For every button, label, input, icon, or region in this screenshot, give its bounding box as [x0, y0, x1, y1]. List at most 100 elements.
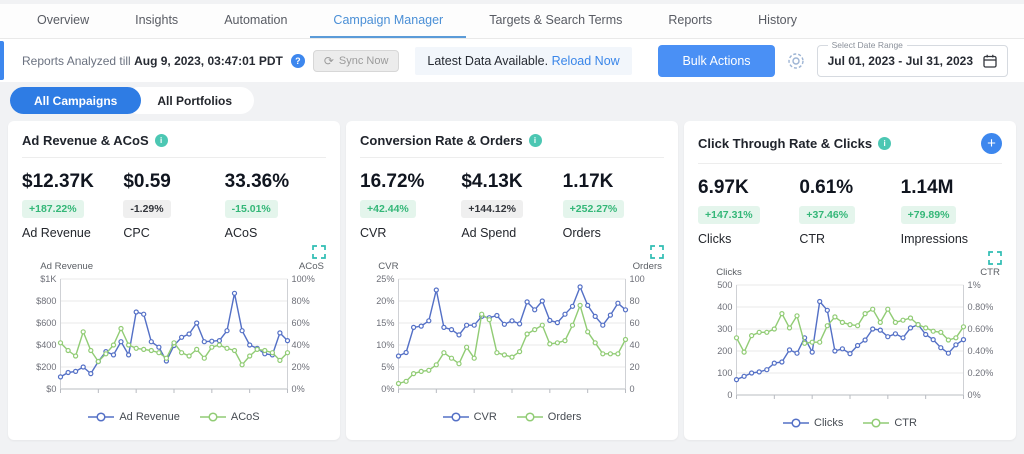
legend-item-acos[interactable]: ACoS: [199, 411, 260, 423]
svg-text:$200: $200: [36, 362, 56, 372]
expand-row: [22, 245, 326, 259]
help-icon[interactable]: ?: [290, 53, 305, 68]
accent-bar: [0, 41, 4, 80]
chart-legend: Ad Revenue ACoS: [22, 411, 326, 423]
date-range-value: Jul 01, 2023 - Jul 31, 2023: [827, 53, 973, 68]
stat-acos: 33.36% -15.01% ACoS: [224, 171, 326, 240]
stat-label: CTR: [799, 232, 826, 246]
stat-cpc: $0.59 -1.29% CPC: [123, 171, 224, 240]
legend-item-cvr[interactable]: CVR: [442, 411, 497, 423]
svg-text:100%: 100%: [292, 274, 315, 284]
sync-icon: ⟳: [323, 53, 334, 68]
sync-now-button[interactable]: ⟳ Sync Now: [312, 49, 400, 72]
svg-text:0%: 0%: [292, 384, 305, 394]
stat-value: 0.61%: [799, 177, 854, 198]
stat-ad-revenue: $12.37K +187.22% Ad Revenue: [22, 171, 123, 240]
stat-value: $0.59: [123, 171, 171, 192]
card-header: Conversion Rate & Orders i: [360, 133, 664, 158]
legend-item-orders[interactable]: Orders: [516, 411, 582, 423]
svg-text:$0: $0: [46, 384, 56, 394]
expand-chart-icon[interactable]: [312, 245, 326, 259]
latest-data-banner: Latest Data Available. Reload Now: [415, 46, 632, 75]
tab-targets-search-terms[interactable]: Targets & Search Terms: [489, 13, 623, 27]
card-title: Ad Revenue & ACoS: [22, 133, 149, 148]
tab-history[interactable]: History: [758, 13, 798, 27]
expand-chart-icon[interactable]: [650, 245, 664, 259]
reload-now-link[interactable]: Reload Now: [551, 53, 620, 68]
top-nav: Overview Insights Automation Campaign Manag…: [0, 4, 1024, 39]
reports-analyzed-date: Aug 9, 2023, 03:47:01 PDT: [134, 53, 283, 68]
info-icon[interactable]: i: [528, 134, 542, 147]
svg-text:0.20%: 0.20%: [968, 368, 994, 378]
stat-ctr: 0.61% +37.46% CTR: [799, 177, 900, 246]
expand-chart-icon[interactable]: [988, 251, 1002, 265]
chart-cvr-orders: CVR Orders 25% 100 20% 80 15% 60 10% 40 5% 20 0% 0: [376, 261, 663, 394]
stat-label: ACoS: [224, 226, 258, 240]
svg-text:0: 0: [727, 390, 732, 400]
svg-text:10%: 10%: [376, 340, 394, 350]
legend-item-ad-revenue[interactable]: Ad Revenue: [88, 411, 180, 423]
stats-row: 6.97K +147.31% Clicks 0.61% +37.46% CTR 1.14M +…: [698, 177, 1002, 246]
legend-marker-icon: [442, 412, 469, 422]
tab-insights[interactable]: Insights: [135, 13, 179, 27]
svg-text:300: 300: [717, 324, 732, 334]
svg-text:Orders: Orders: [633, 261, 663, 272]
tab-reports[interactable]: Reports: [668, 13, 713, 27]
tab-campaign-manager[interactable]: Campaign Manager: [310, 4, 467, 38]
info-icon[interactable]: i: [878, 137, 892, 150]
change-badge: +37.46%: [799, 206, 856, 224]
stat-orders: 1.17K +252.27% Orders: [562, 171, 664, 240]
card-header: Click Through Rate & Clicks i +: [698, 133, 1002, 164]
legend-marker-icon: [783, 418, 810, 428]
chart-legend: Clicks CTR: [698, 417, 1002, 429]
legend-label: Orders: [547, 411, 582, 423]
tab-overview[interactable]: Overview: [37, 13, 90, 27]
stat-label: Ad Revenue: [22, 226, 91, 240]
filter-pill-all-portfolios[interactable]: All Portfolios: [125, 87, 255, 114]
change-badge: +187.22%: [22, 200, 84, 218]
chart-clicks-ctr: Clicks CTR 500 1% 400 0.80% 300 0.60% 200 0.40% 10…: [716, 267, 1000, 400]
stat-clicks: 6.97K +147.31% Clicks: [698, 177, 799, 246]
svg-text:$1K: $1K: [40, 274, 56, 284]
calendar-icon: [983, 54, 997, 68]
stat-value: $12.37K: [22, 171, 94, 192]
svg-text:500: 500: [717, 280, 732, 290]
legend-item-clicks[interactable]: Clicks: [783, 417, 843, 429]
timezone-icon[interactable]: [787, 52, 805, 70]
svg-text:$800: $800: [36, 296, 56, 306]
date-range-picker[interactable]: Select Date Range Jul 01, 2023 - Jul 31,…: [816, 39, 1008, 77]
chart-legend: CVR Orders: [360, 411, 664, 423]
card-ad-revenue-acos: Ad Revenue & ACoS i $12.37K +187.22% Ad Reve…: [8, 121, 340, 440]
legend-label: ACoS: [230, 411, 260, 423]
stat-label: Impressions: [900, 232, 969, 246]
stat-value: 1.17K: [562, 171, 614, 192]
svg-text:20%: 20%: [292, 362, 310, 372]
expand-row: [698, 251, 1002, 265]
svg-text:20%: 20%: [376, 296, 394, 306]
change-badge: +42.44%: [360, 200, 416, 218]
legend-label: CTR: [894, 417, 917, 429]
add-widget-button[interactable]: +: [981, 133, 1002, 154]
stat-value: 33.36%: [224, 171, 290, 192]
svg-text:400: 400: [717, 302, 732, 312]
change-badge: +144.12%: [461, 200, 523, 218]
change-badge: -1.29%: [123, 200, 171, 218]
svg-text:$400: $400: [36, 340, 56, 350]
tab-automation[interactable]: Automation: [224, 13, 288, 27]
svg-text:100: 100: [717, 368, 732, 378]
legend-label: CVR: [473, 411, 497, 423]
filter-pill-all-campaigns[interactable]: All Campaigns: [10, 87, 142, 114]
svg-text:0.60%: 0.60%: [968, 324, 994, 334]
stats-row: 16.72% +42.44% CVR $4.13K +144.12% Ad Spend 1.…: [360, 171, 664, 240]
card-click-through-rate-clicks: Click Through Rate & Clicks i +6.97K +147.3…: [684, 121, 1016, 440]
change-badge: +252.27%: [562, 200, 625, 218]
svg-text:ACoS: ACoS: [299, 261, 324, 272]
info-icon[interactable]: i: [154, 134, 168, 147]
bulk-actions-button[interactable]: Bulk Actions: [658, 44, 775, 77]
legend-marker-icon: [199, 412, 226, 422]
toolbar: Reports Analyzed till Aug 9, 2023, 03:47…: [0, 39, 1024, 82]
legend-item-ctr[interactable]: CTR: [863, 417, 917, 429]
stat-value: $4.13K: [461, 171, 523, 192]
stat-value: 6.97K: [698, 177, 749, 198]
stat-label: Clicks: [698, 232, 732, 246]
